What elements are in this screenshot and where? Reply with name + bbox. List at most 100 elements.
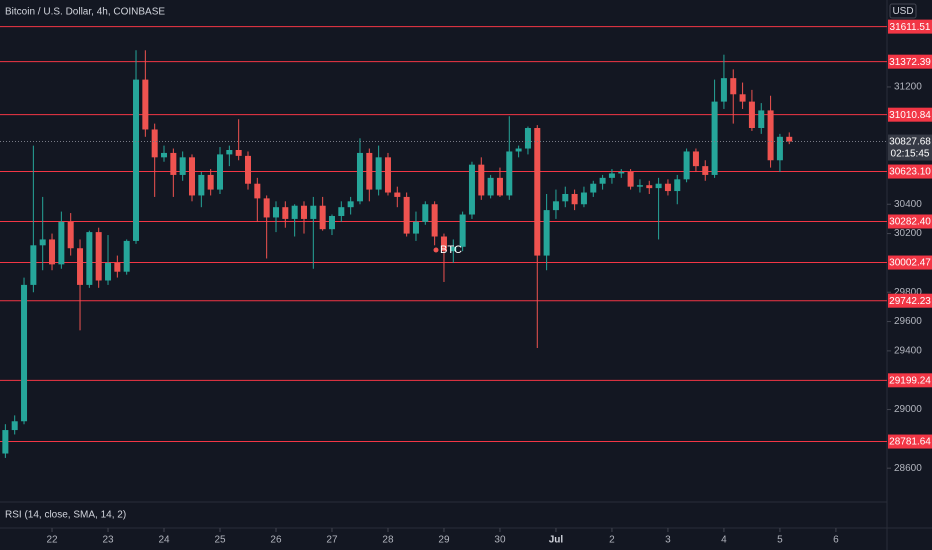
candle-body — [730, 78, 737, 95]
candle-body — [95, 232, 102, 281]
candle-body — [608, 173, 615, 178]
level-label-box — [888, 107, 932, 122]
candle-body — [431, 204, 438, 237]
candle-body — [58, 221, 65, 265]
level-label: 30623.10 — [889, 167, 931, 178]
candle-body — [450, 246, 457, 252]
candle-body — [580, 192, 587, 205]
candle-body — [524, 128, 531, 149]
x-tick-label: 2 — [609, 535, 615, 546]
candle-body — [496, 177, 503, 196]
candle-body — [459, 214, 466, 247]
candle-body — [758, 110, 765, 129]
level-label: 30002.47 — [889, 258, 931, 269]
candle-body — [692, 151, 699, 167]
candle-body — [366, 152, 373, 190]
candle-body — [282, 207, 289, 219]
last-price-label: 30827.68 — [889, 137, 931, 148]
candle-body — [776, 136, 783, 161]
candle-body — [552, 201, 559, 211]
candle-body — [786, 136, 793, 142]
y-tick-label: 29800 — [894, 287, 922, 298]
level-label-box — [888, 434, 932, 449]
y-tick-label: 29400 — [894, 346, 922, 357]
candle-body — [300, 205, 307, 219]
candle-body — [151, 129, 158, 158]
candle-body — [328, 215, 335, 230]
y-tick-label: 29600 — [894, 316, 922, 327]
candle-body — [217, 154, 224, 190]
candle-body — [244, 155, 251, 184]
candle-body — [291, 205, 298, 219]
last-price-box — [888, 134, 932, 161]
candle-body — [338, 207, 345, 216]
candle-body — [618, 171, 625, 174]
level-label: 31372.39 — [889, 57, 931, 68]
candle-body — [39, 239, 46, 246]
x-tick-label: 28 — [382, 535, 394, 546]
candle-body — [636, 185, 643, 187]
candle-body — [263, 198, 270, 218]
candle-body — [674, 179, 681, 192]
level-label: 31010.84 — [889, 110, 931, 121]
x-tick-label: 23 — [102, 535, 114, 546]
candle-body — [440, 236, 447, 252]
candle-body — [599, 177, 606, 184]
candle-body — [403, 196, 410, 234]
level-label-box — [888, 19, 932, 34]
candle-body — [627, 171, 634, 187]
level-label-box — [888, 293, 932, 308]
candle-body — [347, 201, 354, 208]
candle-body — [646, 185, 653, 189]
x-tick-label: 30 — [494, 535, 506, 546]
candle-body — [86, 232, 93, 285]
candle-body — [711, 101, 718, 175]
level-label-box — [888, 373, 932, 388]
candle-body — [161, 152, 168, 158]
currency-box — [889, 3, 917, 19]
candle-body — [21, 284, 28, 422]
candle-body — [571, 193, 578, 205]
annotation-dot — [433, 247, 439, 253]
candle-body — [384, 157, 391, 193]
candle-body — [487, 177, 494, 196]
candle-body — [562, 193, 569, 202]
candle-body — [133, 79, 140, 241]
level-label: 29199.24 — [889, 375, 931, 386]
x-tick-label: Jul — [549, 535, 564, 546]
candle-body — [702, 166, 709, 175]
candle-body — [412, 221, 419, 234]
level-label: 29742.23 — [889, 296, 931, 307]
candle-body — [77, 248, 84, 285]
x-tick-label: 6 — [833, 535, 839, 546]
level-label-box — [888, 54, 932, 69]
x-tick-label: 24 — [158, 535, 170, 546]
candle-body — [170, 152, 177, 175]
indicator-label: RSI (14, close, SMA, 14, 2) — [5, 510, 126, 521]
candle-body — [272, 207, 279, 218]
candle-body — [375, 157, 382, 190]
candle-body — [720, 78, 727, 102]
candle-body — [179, 157, 186, 175]
candle-body — [189, 157, 196, 196]
candle-body — [590, 183, 597, 193]
candle-body — [739, 94, 746, 102]
y-tick-label: 30200 — [894, 228, 922, 239]
chart-title: Bitcoin / U.S. Dollar, 4h, COINBASE — [5, 7, 165, 18]
level-label: 30282.40 — [889, 217, 931, 228]
candle-body — [226, 150, 233, 155]
candle-body — [67, 221, 74, 249]
candle-body — [655, 183, 662, 189]
candle-body — [142, 79, 149, 130]
candle-body — [198, 174, 205, 196]
candle-body — [748, 101, 755, 129]
countdown-label: 02:15:45 — [891, 149, 930, 160]
candle-body — [49, 239, 56, 265]
level-label: 28781.64 — [889, 437, 931, 448]
candle-body — [478, 164, 485, 196]
candle-body — [664, 183, 671, 192]
candle-body — [2, 430, 9, 454]
y-tick-label: 31200 — [894, 82, 922, 93]
